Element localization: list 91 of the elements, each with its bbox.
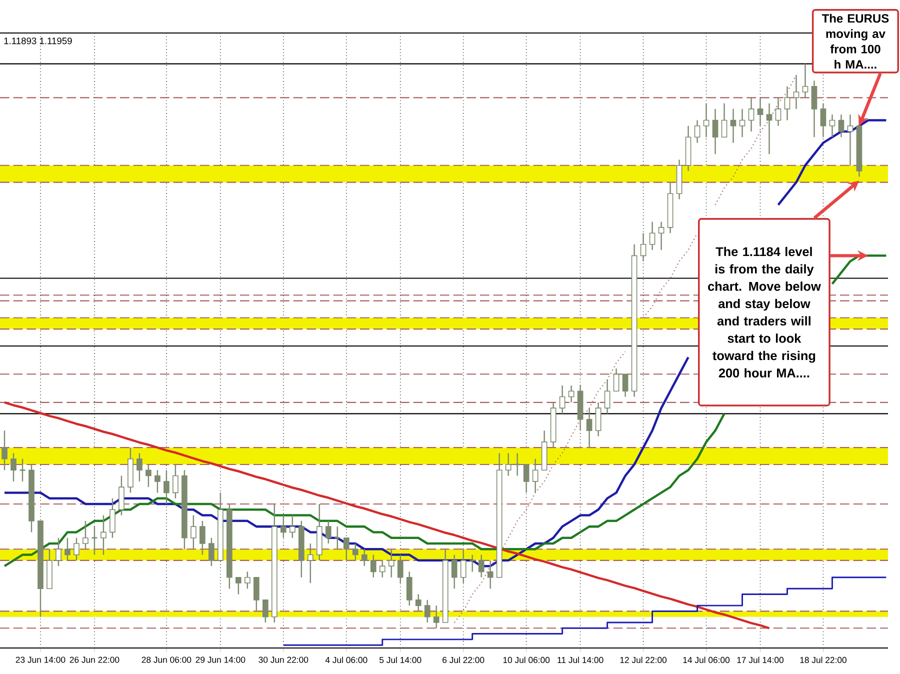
- candlestick: [487, 560, 494, 590]
- candlestick: [775, 97, 782, 126]
- text: 1.11893 1.11959: [4, 38, 72, 44]
- candlestick: [649, 221, 656, 251]
- candlestick: [640, 232, 646, 262]
- candlestick: [370, 554, 376, 578]
- candlestick: [568, 384, 574, 404]
- candlestick: [802, 63, 808, 98]
- candlestick: [748, 97, 754, 132]
- candlestick: [64, 537, 70, 562]
- candlestick: [847, 114, 854, 166]
- candlestick: [532, 458, 538, 494]
- candlestick: [190, 514, 196, 550]
- candlestick: [19, 458, 26, 482]
- candlestick: [523, 464, 530, 494]
- candlestick: [613, 368, 620, 392]
- x-tick-label: 26 Jun 22:00: [70, 656, 120, 663]
- x-tick-label: 10 Jul 06:00: [503, 656, 550, 664]
- x-tick-label: 18 Jul 22:00: [800, 656, 846, 664]
- candlestick: [784, 86, 790, 121]
- x-tick-label: 30 Jun 22:00: [258, 656, 308, 663]
- candlestick: [604, 379, 610, 414]
- candlestick: [254, 576, 260, 612]
- candlestick: [154, 470, 160, 494]
- candlestick: [622, 374, 628, 398]
- candlestick: [146, 464, 152, 488]
- x-tick-label: 11 Jul 14:00: [558, 656, 604, 664]
- candlestick: [460, 548, 466, 584]
- candlestick: [757, 97, 764, 126]
- x-tick-label: 5 Jul 14:00: [380, 656, 422, 664]
- candlestick: [586, 407, 592, 448]
- candlestick: [811, 80, 818, 138]
- candlestick: [74, 537, 80, 562]
- annotation: The EURUS moving av from 100 h MA....: [822, 14, 889, 69]
- x-tick-label: 17 Jul 14:00: [737, 656, 784, 664]
- candlestick: [82, 520, 88, 550]
- candlestick: [10, 452, 16, 482]
- candlestick: [208, 537, 214, 567]
- x-tick-label: 23 Jun 14:00: [16, 656, 66, 663]
- candlestick: [244, 571, 250, 590]
- candlestick: [289, 514, 296, 538]
- x-tick-label: 28 Jun 06:00: [142, 656, 192, 663]
- candlestick: [658, 221, 664, 251]
- candlestick: [379, 560, 386, 578]
- candlestick: [343, 537, 350, 562]
- candlestick: [172, 464, 178, 499]
- candlestick: [91, 526, 98, 556]
- candlestick: [136, 452, 142, 482]
- candlestick: [2, 430, 8, 471]
- candlestick: [388, 548, 394, 578]
- candlestick: [334, 526, 341, 550]
- candlestick: [424, 599, 430, 624]
- candlestick: [406, 571, 412, 606]
- candlestick: [703, 102, 710, 138]
- candlestick: [110, 498, 116, 538]
- candlestick: [433, 604, 440, 629]
- candlestick: [56, 537, 62, 567]
- candlestick: [164, 470, 170, 505]
- x-tick-label: 29 Jun 14:00: [196, 656, 246, 663]
- candlestick: [694, 120, 700, 144]
- candlestick: [352, 542, 358, 562]
- candlestick: [559, 384, 566, 414]
- candlestick: [829, 114, 836, 138]
- x-tick-label: 6 Jul 22:00: [442, 656, 484, 664]
- candlestick: [200, 520, 206, 556]
- x-tick-label: 4 Jul 06:00: [325, 656, 368, 664]
- annotation: The 1.1184 level is from the daily chart. Move below and stay below and traders will start to look toward the rising 200 hour MA....: [708, 246, 821, 378]
- candlestick: [397, 554, 404, 584]
- candlestick: [325, 520, 332, 544]
- candlestick: [730, 108, 736, 144]
- candlestick: [478, 554, 484, 578]
- candlestick: [739, 108, 746, 138]
- candlestick: [838, 114, 844, 138]
- candlestick: [236, 576, 242, 595]
- candlestick: [262, 599, 268, 624]
- x-tick-label: 14 Jul 06:00: [683, 656, 730, 664]
- candlestick: [451, 554, 458, 590]
- candlestick: [307, 542, 314, 584]
- candlestick: [415, 594, 422, 612]
- candlestick: [793, 74, 800, 110]
- candlestick: [712, 108, 718, 155]
- candlestick: [820, 102, 826, 138]
- x-tick-label: 12 Jul 22:00: [620, 656, 667, 664]
- candlestick: [766, 102, 772, 155]
- candlestick: [721, 102, 728, 138]
- candlestick: [595, 402, 602, 437]
- candlestick: [118, 475, 124, 516]
- candlestick: [100, 514, 106, 556]
- candlestick: [505, 452, 512, 476]
- candlestick: [361, 548, 368, 567]
- candlestick: [280, 514, 286, 538]
